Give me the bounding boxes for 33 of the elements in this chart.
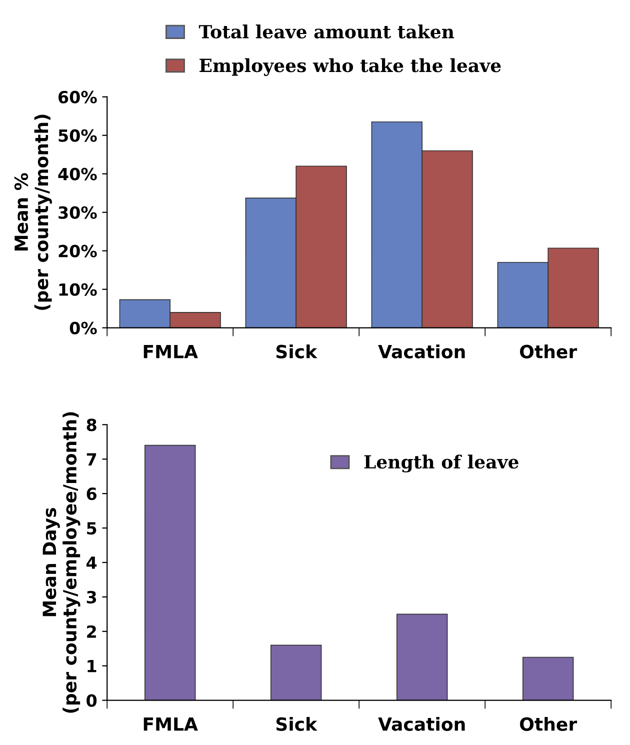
y-tick-label: 40% <box>58 168 97 180</box>
x-tick-label: Sick <box>276 344 318 358</box>
y-axis-title: Mean % (per county/month) <box>14 114 52 310</box>
bar <box>396 614 448 700</box>
x-tick-label: Sick <box>276 716 318 731</box>
y-tick-label: 3 <box>86 590 96 604</box>
x-tick-label: FMLA <box>144 718 198 731</box>
y-tick-label: 1 <box>88 660 96 672</box>
x-tick-label: Other <box>520 716 578 731</box>
bar <box>270 644 322 700</box>
y-tick-label: 4 <box>86 556 97 569</box>
x-tick-label: FMLA <box>144 345 198 358</box>
x-tick-label: Vacation <box>378 716 465 731</box>
bar <box>144 444 196 700</box>
y-tick-label: 0 <box>86 694 97 707</box>
legend-label: Employees who take the leave <box>200 58 501 76</box>
y-axis-title: Mean Days (per county/employee/month) <box>42 412 80 713</box>
y-tick-label: 8 <box>86 418 96 432</box>
y-tick-label: 30% <box>58 206 97 219</box>
y-tick-label: 20% <box>58 244 97 258</box>
y-tick-label: 6 <box>86 488 96 500</box>
x-tick-label: Vacation <box>378 344 465 358</box>
legend-label: Length of leave <box>364 454 518 472</box>
y-tick-label: 5 <box>87 522 96 535</box>
bar <box>522 656 574 700</box>
y-tick-label: 0% <box>70 322 97 334</box>
y-tick-label: 7 <box>86 453 96 466</box>
y-tick-label: 10% <box>59 283 97 296</box>
y-tick-label: 60% <box>58 90 97 104</box>
y-tick-label: 2 <box>87 625 96 638</box>
legend-label: Total leave amount taken <box>198 24 454 38</box>
x-tick-label: Other <box>520 344 578 358</box>
y-tick-label: 50% <box>58 129 97 142</box>
